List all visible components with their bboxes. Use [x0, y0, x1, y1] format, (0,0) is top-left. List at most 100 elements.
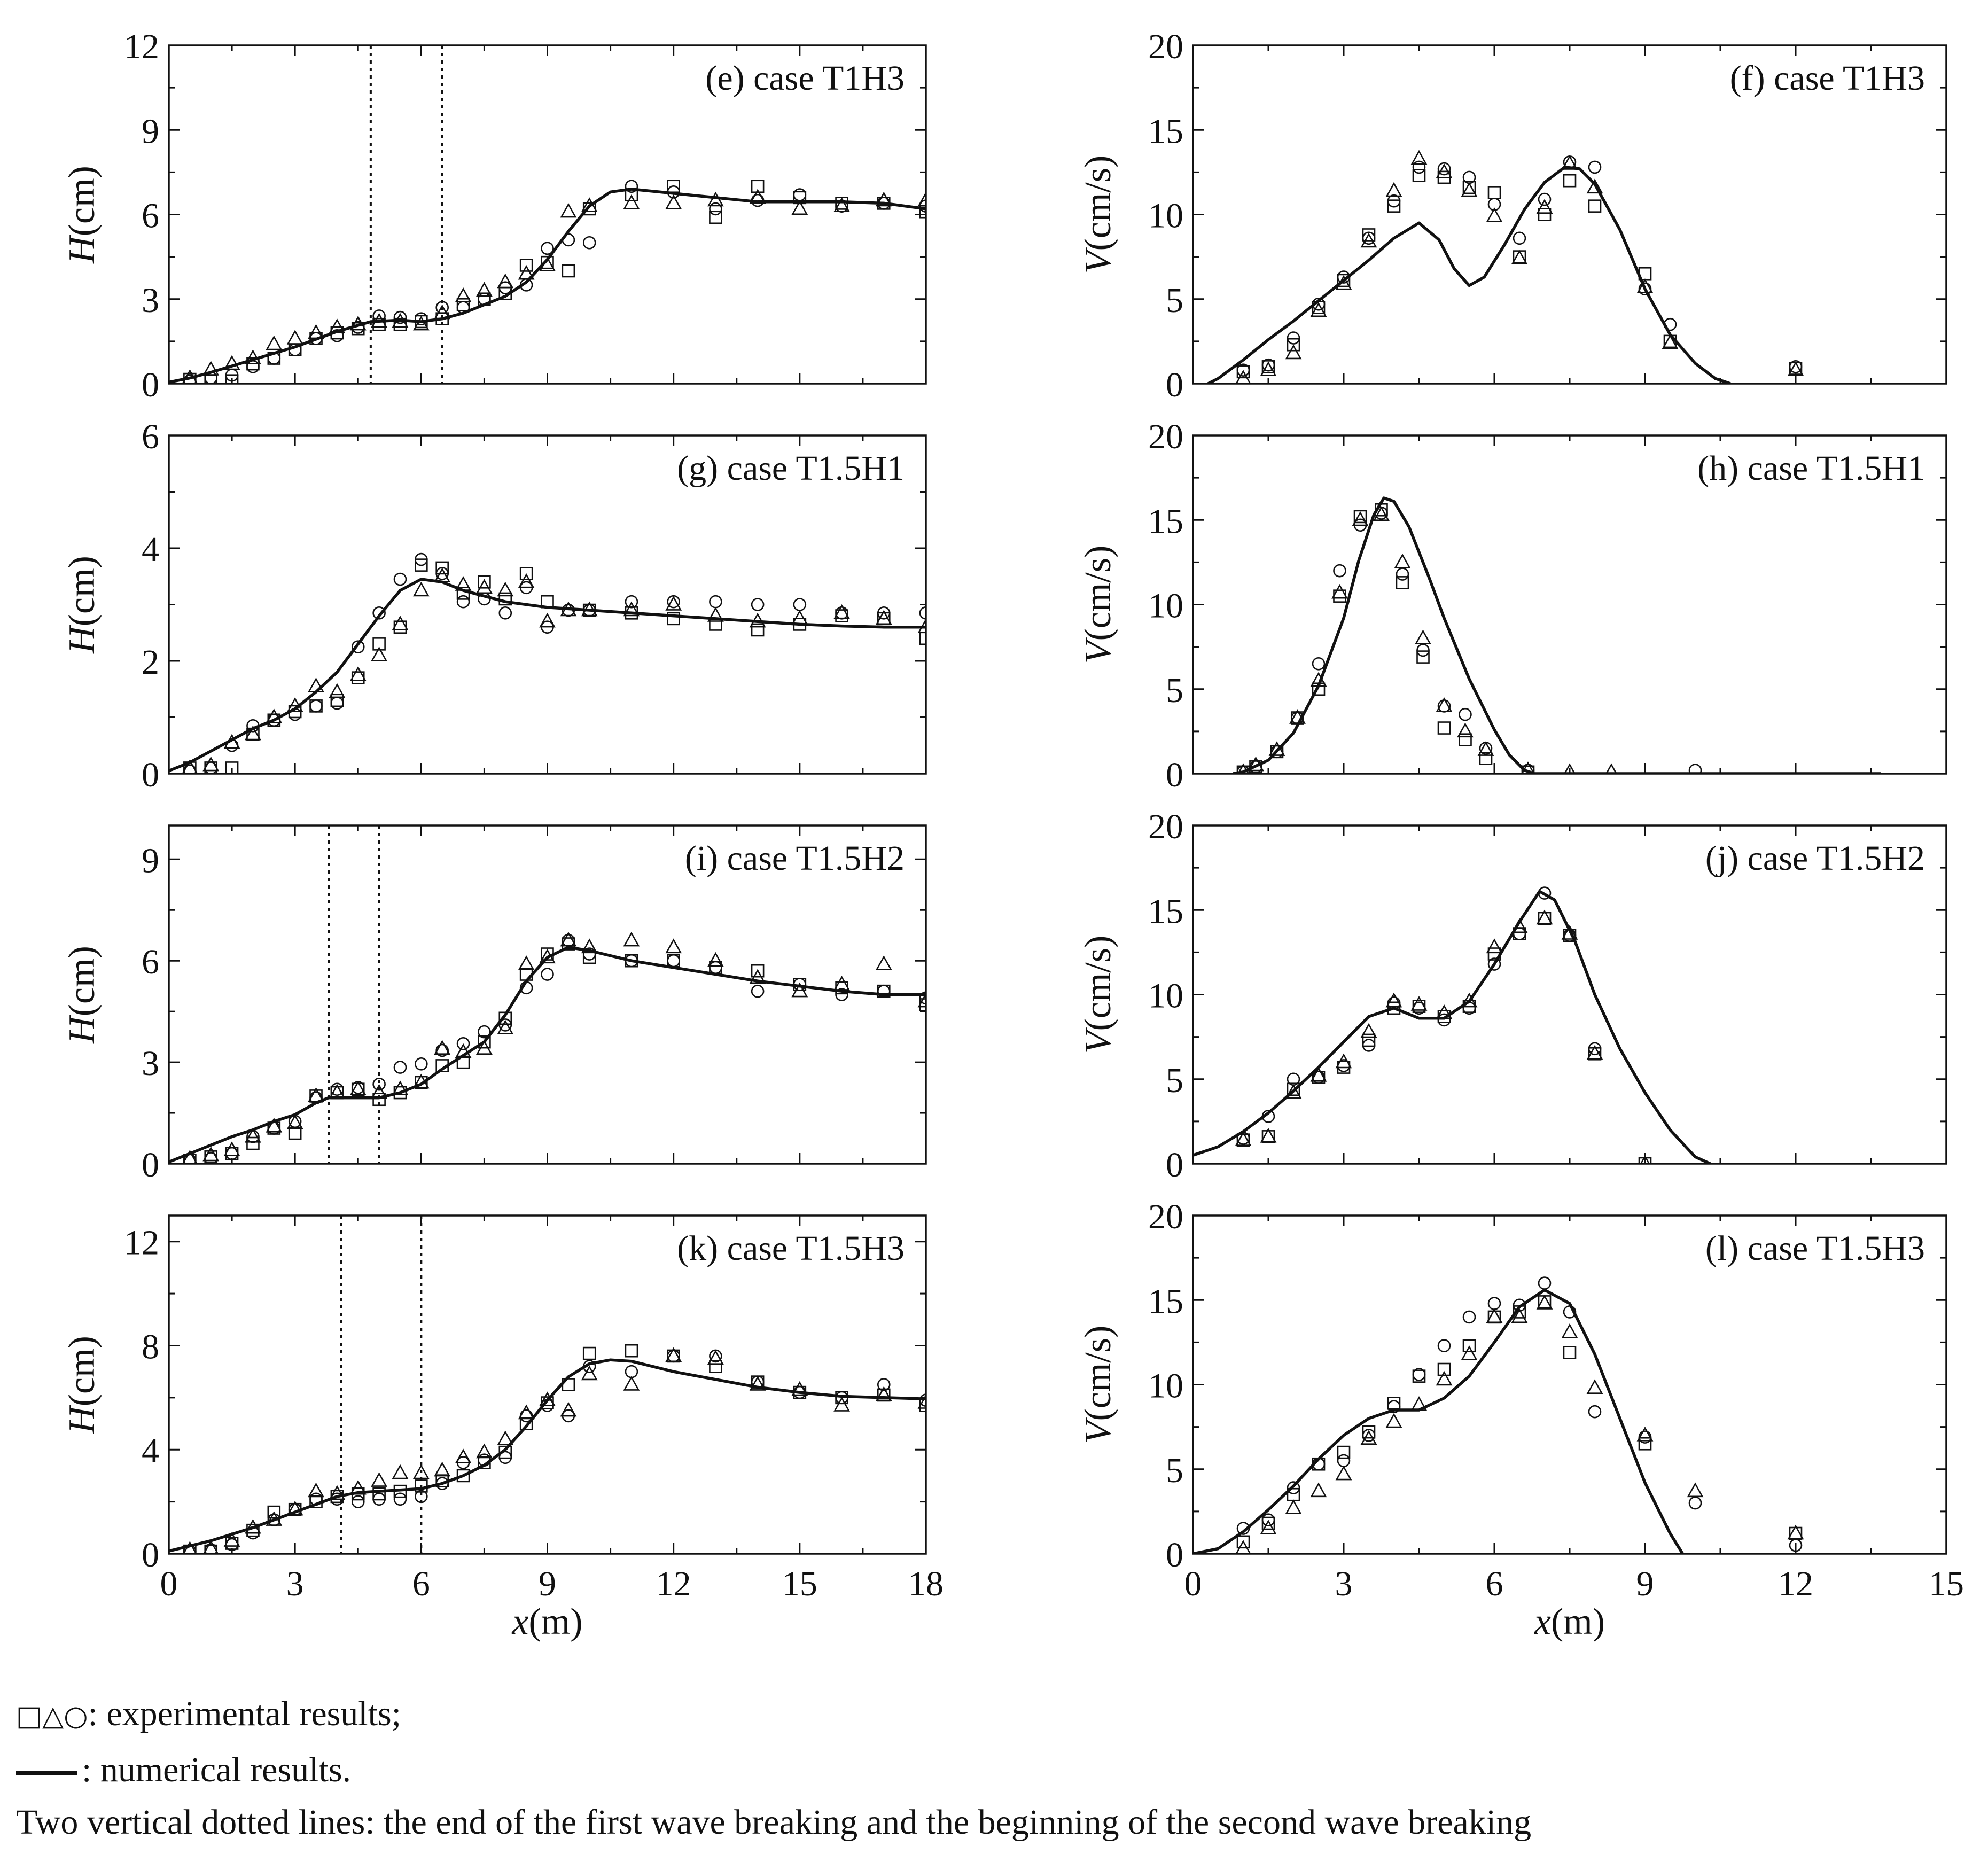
circle-point — [519, 278, 533, 292]
y-axis-label: V(cm/s) — [1078, 155, 1119, 274]
series-circle — [183, 933, 926, 1164]
square-point — [1437, 1362, 1451, 1376]
square-point — [1538, 208, 1552, 221]
square-point — [288, 1126, 302, 1140]
triangle-point — [392, 1464, 409, 1479]
square-point — [204, 374, 218, 384]
circle-point — [1362, 1039, 1376, 1052]
series-circle — [183, 1349, 926, 1554]
y-axis-label: H(cm) — [61, 166, 103, 264]
triangle-point — [183, 1541, 197, 1554]
triangle-point — [1461, 1345, 1478, 1360]
triangle-point — [308, 324, 324, 339]
circle-point — [204, 1543, 218, 1554]
circle-point — [709, 1349, 722, 1363]
x-tick-label: 9 — [539, 1564, 556, 1603]
chart-f: 0 5 10 15 20 V(cm/s) (f) case T1H3 — [1078, 27, 1947, 404]
triangle-point — [623, 601, 640, 617]
triangle-point — [1662, 334, 1679, 349]
square-point — [667, 180, 680, 193]
square-point — [1416, 650, 1430, 664]
circle-point — [351, 321, 365, 334]
triangle-point — [203, 1539, 219, 1554]
triangle-point — [518, 955, 535, 970]
triangle-point — [1310, 302, 1327, 317]
triangle-point — [371, 1084, 388, 1099]
triangle-point — [560, 202, 577, 218]
legend-experimental-label: : experimental results; — [88, 1694, 402, 1733]
triangle-point — [434, 567, 451, 582]
triangle-point — [266, 1117, 283, 1133]
y-tick-label: 3 — [142, 281, 159, 320]
circle-point — [793, 598, 807, 611]
x-axis-label: x(m) — [1534, 1601, 1605, 1642]
circle-point — [288, 1502, 302, 1516]
circle-point — [519, 1409, 533, 1423]
y-tick-label: 6 — [142, 942, 159, 981]
circle-point — [1513, 231, 1526, 245]
triangle-point — [749, 1376, 766, 1391]
triangle-point — [475, 282, 493, 297]
circle-point — [456, 595, 470, 609]
y-tick-label: 0 — [142, 1536, 159, 1575]
circle-point — [1538, 192, 1552, 206]
circle-point — [582, 1360, 596, 1373]
square-point — [1287, 338, 1300, 352]
triangle-point — [1687, 1482, 1704, 1498]
triangle-point — [1461, 992, 1478, 1008]
circle-point — [541, 620, 554, 634]
series-square — [1236, 169, 1803, 379]
circle-point — [1437, 699, 1451, 713]
circle-point — [835, 988, 848, 1001]
y-tick-label: 20 — [1148, 1197, 1183, 1236]
triangle-point — [1248, 756, 1264, 772]
triangle-point — [1352, 511, 1369, 526]
triangle-point — [455, 576, 472, 591]
triangle-point — [917, 1394, 926, 1409]
circle-point — [1287, 1481, 1300, 1494]
chart-k: 0 3 6 9 12 15 18 x(m) 0 4 8 12 H(cm) (k) case T1.5H3 — [61, 1214, 944, 1642]
chart-title: (h) case T1.5H1 — [1697, 449, 1925, 488]
triangle-point — [1640, 1155, 1650, 1164]
y-tick-label: 3 — [142, 1044, 159, 1083]
circle-point — [225, 738, 239, 752]
circle-point — [625, 1365, 638, 1378]
chart-title: (e) case T1H3 — [705, 59, 905, 98]
circle-point — [793, 1385, 807, 1399]
square-point — [246, 1136, 260, 1150]
series-square — [1236, 503, 1535, 774]
square-point — [1462, 1339, 1476, 1353]
triangle-point — [1561, 925, 1578, 940]
square-point — [919, 205, 926, 219]
circle-point — [1412, 160, 1426, 174]
numerical-curve — [1193, 890, 1711, 1164]
y-tick-label: 4 — [142, 1431, 159, 1470]
circle-point — [793, 978, 807, 991]
chart-title: (j) case T1.5H2 — [1705, 839, 1925, 878]
square-point — [1387, 199, 1401, 213]
triangle-point — [1235, 1540, 1251, 1554]
square-point — [541, 595, 554, 609]
circle-point — [877, 984, 891, 998]
triangle-point — [1536, 1295, 1553, 1310]
numerical-curve — [169, 946, 926, 1164]
circle-point — [1312, 1457, 1326, 1471]
series-circle — [183, 180, 926, 384]
circle-point — [1487, 198, 1501, 211]
circle-point — [1663, 317, 1677, 331]
triangle-point — [917, 191, 926, 207]
triangle-point — [1360, 1023, 1377, 1038]
circle-point — [372, 1077, 386, 1091]
circle-point — [288, 707, 302, 721]
triangle-point — [392, 313, 409, 328]
square-point — [709, 1360, 722, 1373]
circle-point — [498, 1018, 512, 1032]
x-tick-label: 0 — [160, 1564, 178, 1603]
circle-point — [456, 301, 470, 314]
circle-point — [309, 699, 323, 713]
circle-point — [582, 236, 596, 250]
circle-point — [709, 202, 722, 216]
circle-point — [267, 1513, 281, 1526]
legend-marker-symbols: □△○ — [16, 1700, 88, 1732]
y-tick-label: 10 — [1148, 587, 1183, 626]
